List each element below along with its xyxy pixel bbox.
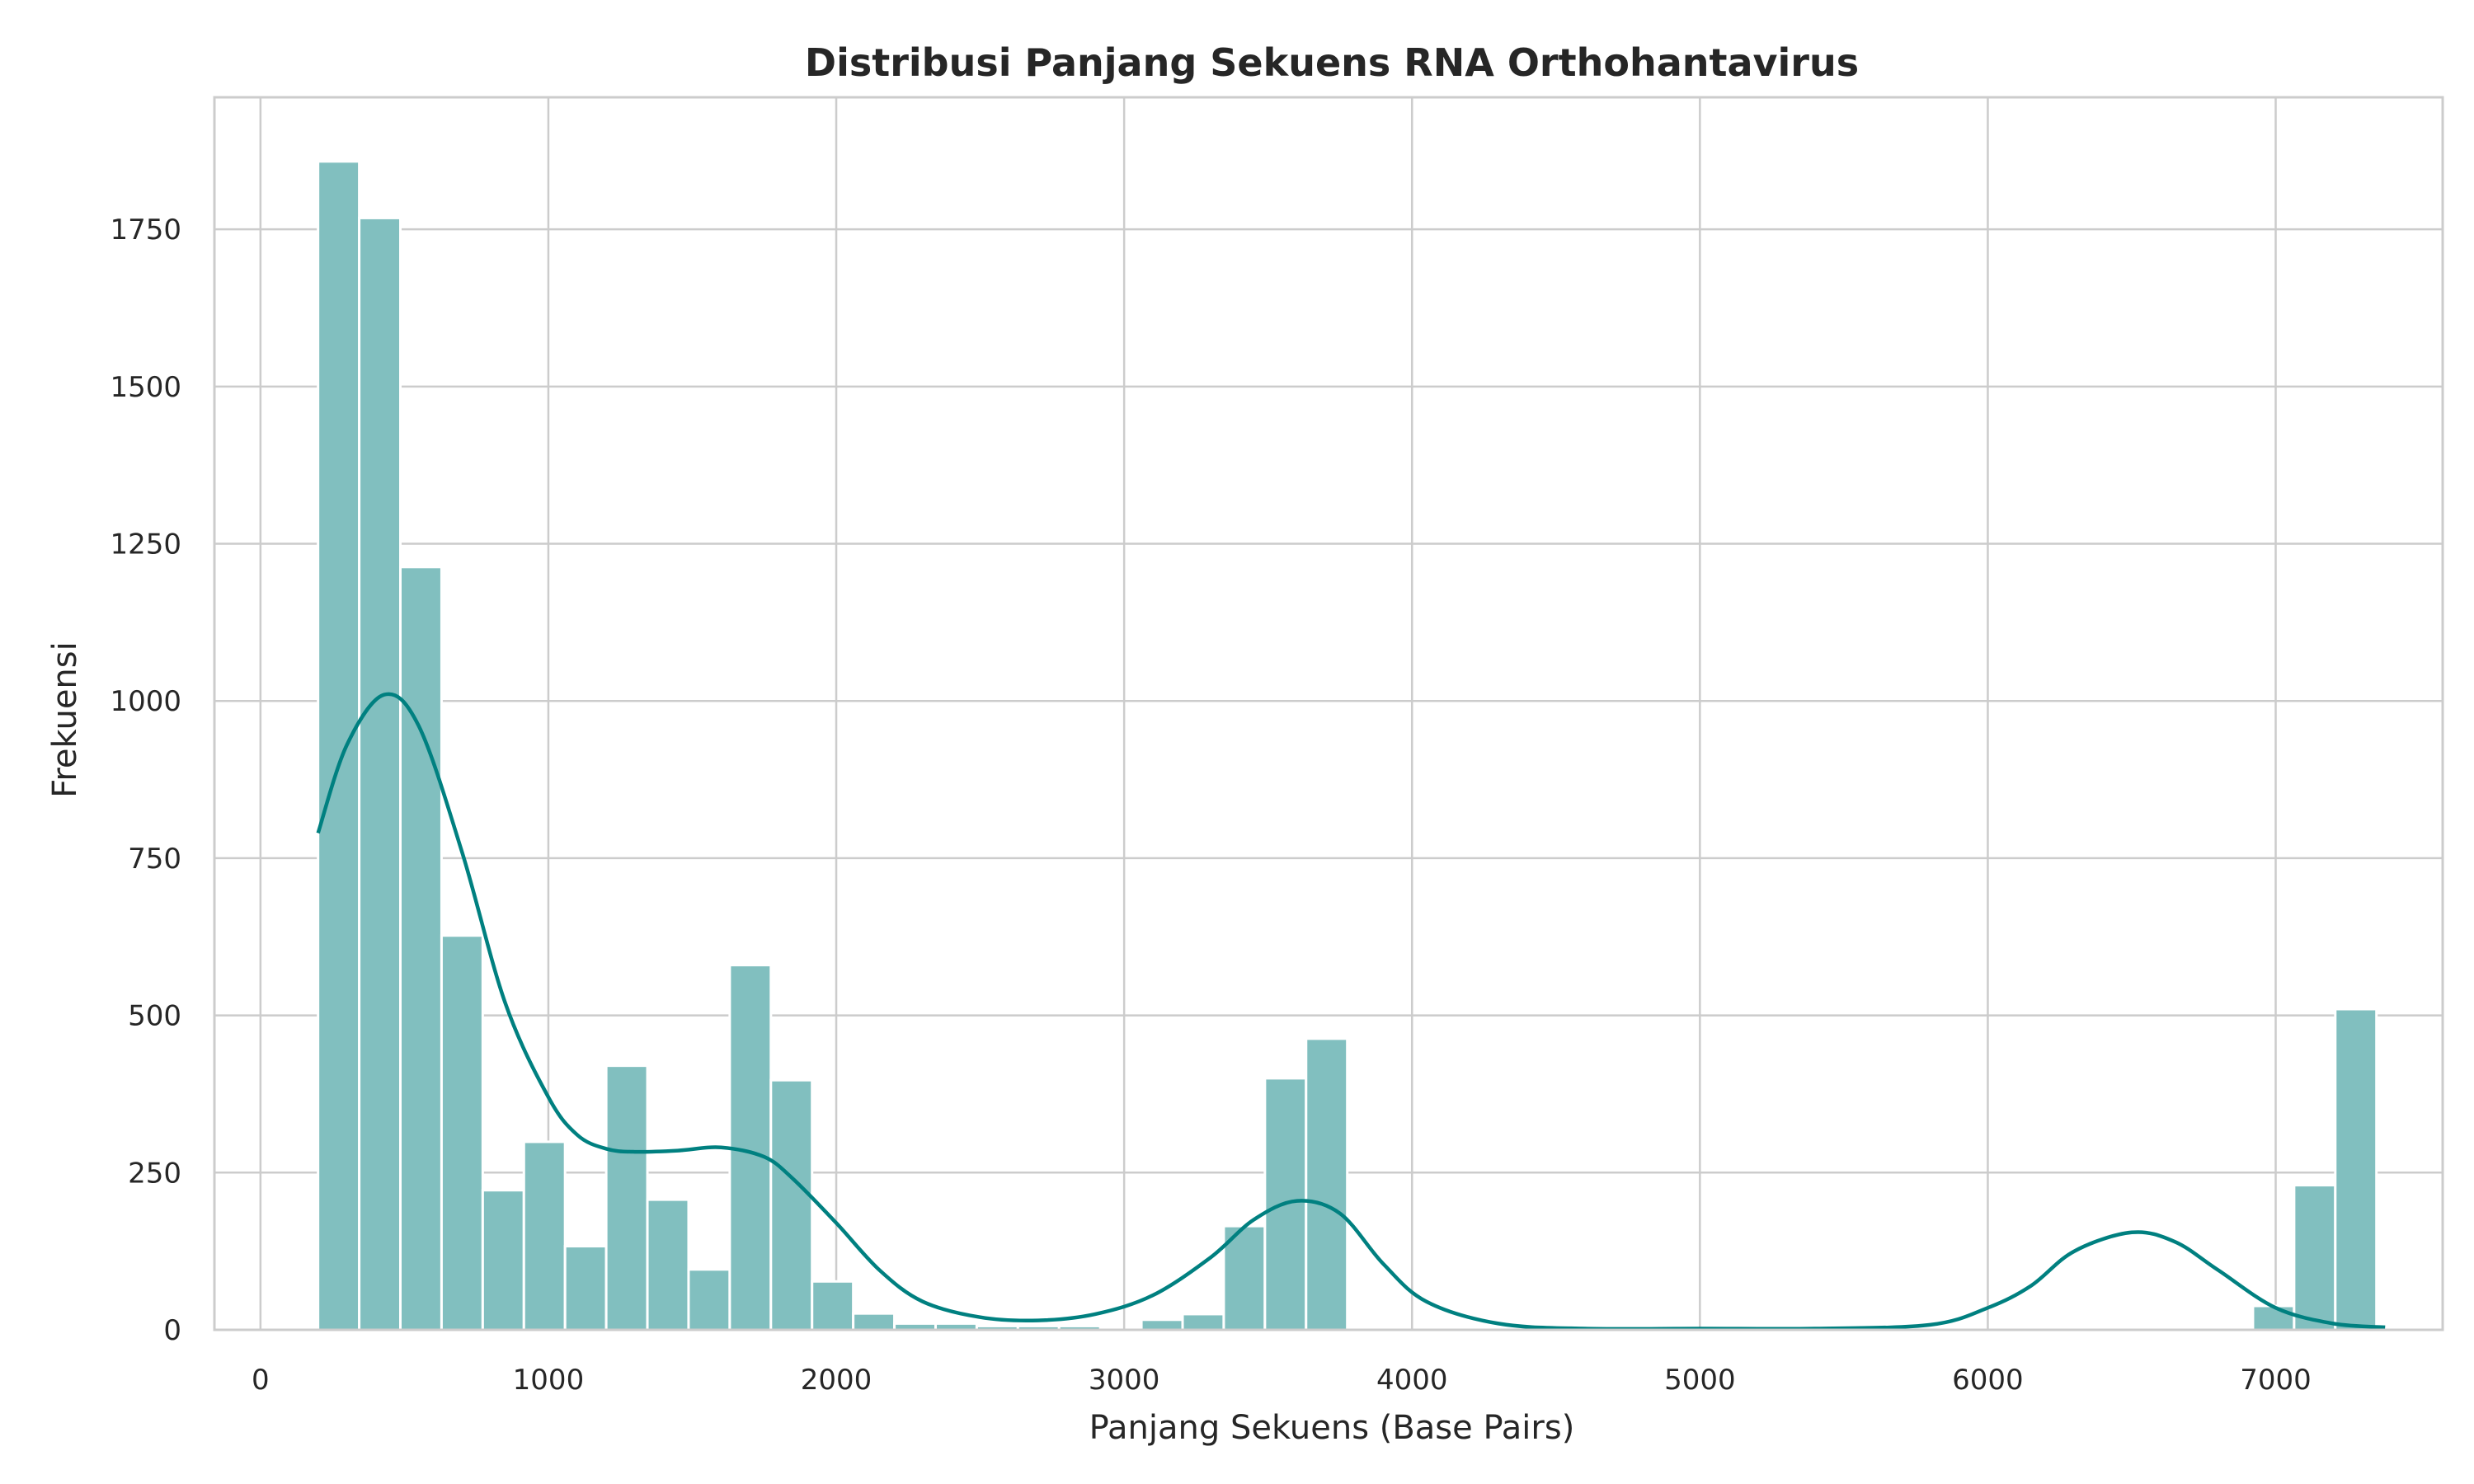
- histogram-bar: [2334, 1007, 2378, 1331]
- plot-frame: [213, 96, 2444, 1331]
- histogram-bar: [852, 1312, 896, 1331]
- x-tick-label: 1000: [513, 1364, 585, 1397]
- y-tick-label: 1000: [110, 685, 181, 718]
- x-tick-label: 6000: [1952, 1364, 2024, 1397]
- histogram-bar: [811, 1280, 855, 1331]
- x-tick-label: 0: [252, 1364, 270, 1397]
- chart-title: Distribusi Panjang Sekuens RNA Orthohant…: [805, 40, 1859, 85]
- x-axis-title: Panjang Sekuens (Base Pairs): [1089, 1409, 1575, 1447]
- histogram-bar: [317, 160, 361, 1331]
- kde-layer: [316, 692, 2386, 1331]
- histogram-bar: [563, 1245, 608, 1331]
- x-tick-label: 2000: [801, 1364, 872, 1397]
- y-tick-label: 0: [163, 1314, 181, 1347]
- y-tick-label: 250: [128, 1157, 181, 1190]
- y-tick-label: 500: [128, 1000, 181, 1033]
- histogram-bar: [522, 1140, 567, 1331]
- histogram-bar: [2251, 1304, 2296, 1331]
- y-tick-label: 750: [128, 843, 181, 876]
- y-axis-title: Frekuensi: [46, 641, 84, 797]
- histogram-bar: [2293, 1184, 2337, 1331]
- histogram-bar: [481, 1189, 525, 1331]
- x-tick-label: 3000: [1089, 1364, 1160, 1397]
- histogram-bar: [769, 1078, 814, 1331]
- y-tick-labels: 0 250 500 750 1000 1250 1500 1750: [110, 214, 181, 1347]
- y-tick-label: 1250: [110, 528, 181, 561]
- histogram-bar: [646, 1198, 690, 1331]
- x-tick-labels: 0 1000 2000 3000 4000 5000 6000 7000: [252, 1364, 2312, 1397]
- histogram-bar: [1305, 1037, 1349, 1331]
- x-tick-label: 5000: [1664, 1364, 1736, 1397]
- histogram-bar: [687, 1268, 731, 1331]
- histogram-bar: [1140, 1318, 1184, 1331]
- bars-layer: [317, 160, 2378, 1331]
- histogram-bar: [604, 1064, 649, 1331]
- y-tick-label: 1500: [110, 371, 181, 404]
- histogram-bar: [358, 216, 402, 1331]
- y-tick-label: 1750: [110, 214, 181, 247]
- x-tick-label: 4000: [1376, 1364, 1448, 1397]
- x-tick-label: 7000: [2240, 1364, 2312, 1397]
- histogram-bar: [440, 934, 484, 1331]
- kde-curve: [316, 692, 2386, 1331]
- histogram-bar: [399, 566, 443, 1331]
- histogram-bar: [1181, 1313, 1225, 1331]
